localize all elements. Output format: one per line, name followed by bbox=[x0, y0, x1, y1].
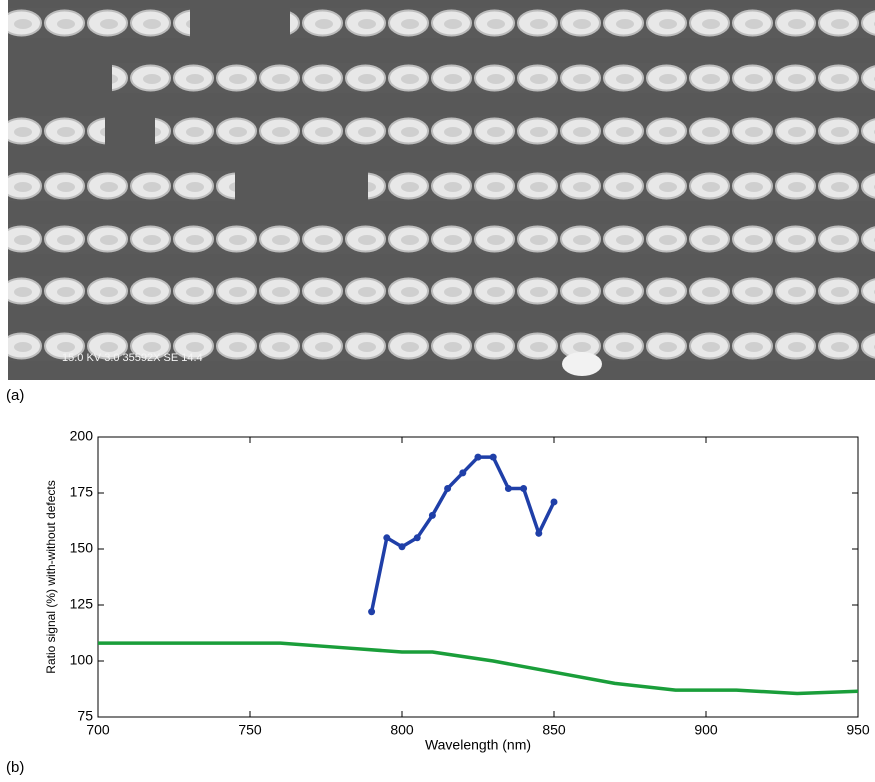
data-point bbox=[504, 485, 512, 493]
x-axis-label: Wavelength (nm) bbox=[425, 737, 531, 753]
sem-image: 15.0 KV 3.0 35592X SE 14.4 bbox=[8, 0, 875, 380]
x-tick-label: 700 bbox=[86, 722, 110, 738]
y-tick-label: 175 bbox=[70, 484, 94, 500]
data-point bbox=[550, 498, 558, 506]
y-tick-label: 200 bbox=[70, 428, 94, 444]
x-tick-label: 850 bbox=[542, 722, 566, 738]
data-point bbox=[444, 485, 452, 493]
data-line bbox=[98, 641, 859, 696]
data-point bbox=[383, 534, 391, 542]
sem-info: 15.0 KV 3.0 35592X SE 14.4 bbox=[62, 352, 203, 364]
data-point bbox=[489, 453, 497, 461]
y-tick-label: 125 bbox=[70, 596, 94, 612]
data-point bbox=[398, 543, 406, 551]
panel-label: (b) bbox=[6, 759, 24, 776]
data-point bbox=[474, 453, 482, 461]
data-point bbox=[535, 529, 543, 537]
data-point bbox=[413, 534, 421, 542]
x-tick-label: 800 bbox=[390, 722, 414, 738]
x-tick-label: 950 bbox=[846, 722, 870, 738]
data-point bbox=[428, 511, 436, 519]
data-point bbox=[368, 608, 376, 616]
y-axis-label: Ratio signal (%) with-without defects bbox=[44, 480, 58, 673]
plot-frame bbox=[97, 436, 859, 718]
x-tick-label: 900 bbox=[694, 722, 718, 738]
data-point bbox=[520, 485, 528, 493]
data-point bbox=[459, 469, 467, 477]
x-tick-label: 750 bbox=[238, 722, 262, 738]
y-tick-label: 150 bbox=[70, 540, 94, 556]
y-tick-label: 100 bbox=[70, 652, 94, 668]
y-tick-label: 75 bbox=[77, 708, 93, 724]
panel-label: (a) bbox=[6, 387, 24, 404]
